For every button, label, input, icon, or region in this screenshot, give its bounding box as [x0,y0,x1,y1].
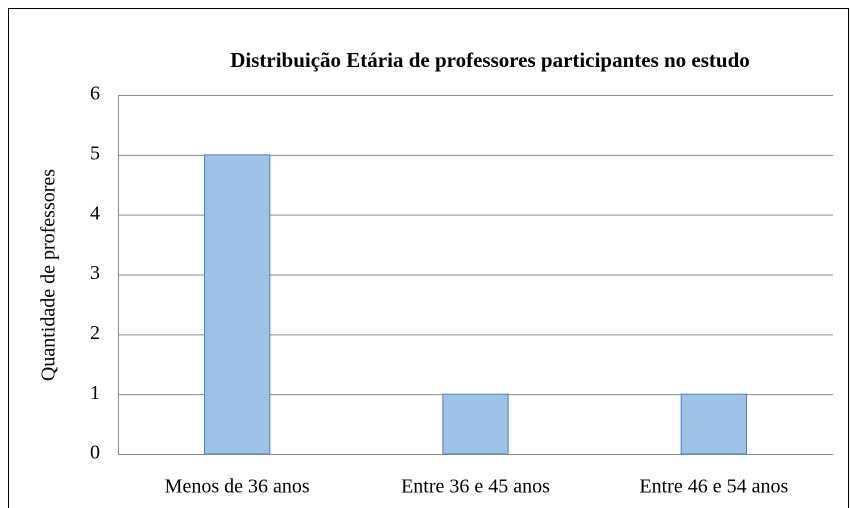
y-tick-label: 3 [90,262,100,284]
bar [442,393,509,455]
y-axis-label: Quantidade de professores [38,169,60,381]
x-tick-label: Entre 46 e 54 anos [639,476,788,498]
y-tick-label: 4 [90,202,100,224]
chart-title: Distribuição Etária de professores parti… [230,48,750,72]
x-tick-label: Entre 36 e 45 anos [401,476,550,498]
y-tick-label: 0 [90,442,100,464]
bar [680,393,747,455]
y-tick-label: 5 [90,142,100,164]
bar [204,154,271,455]
y-tick-label: 2 [90,322,100,344]
x-tick-label: Menos de 36 anos [165,476,310,498]
y-tick-label: 6 [90,83,100,105]
chart-border [8,8,849,508]
y-tick-label: 1 [90,382,100,404]
